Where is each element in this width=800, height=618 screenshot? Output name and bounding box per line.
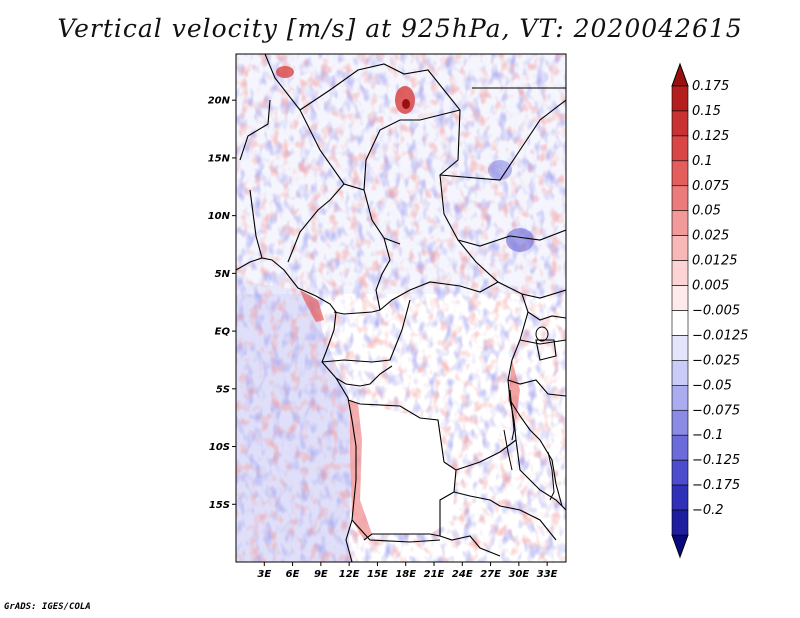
lon-tick-label: 9E xyxy=(314,569,328,580)
colorbar-swatch xyxy=(671,110,689,137)
colorbar-swatch xyxy=(671,360,689,386)
colorbar-label: −0.025 xyxy=(692,353,740,368)
colorbar-label: 0.005 xyxy=(692,279,729,294)
colorbar-swatch xyxy=(671,285,689,311)
chart-title: Vertical velocity [m/s] at 925hPa, VT: 2… xyxy=(57,14,743,43)
colorbar-label: −0.0125 xyxy=(692,328,748,343)
colorbar-label: 0.075 xyxy=(692,179,729,194)
colorbar-over-triangle xyxy=(671,62,689,87)
colorbar-label: −0.125 xyxy=(692,453,740,468)
colorbar-label: −0.2 xyxy=(692,503,724,518)
colorbar-label: −0.075 xyxy=(692,403,740,418)
colorbar-under-triangle xyxy=(671,534,689,559)
colorbar-swatch xyxy=(671,335,689,361)
colorbar-swatch xyxy=(671,85,689,112)
lon-tick-label: 33E xyxy=(537,569,558,580)
vertical-velocity-field xyxy=(236,54,566,562)
lat-tick-label: 15N xyxy=(208,153,231,164)
colorbar-label: 0.1 xyxy=(692,154,713,169)
lat-tick-label: 10S xyxy=(209,442,230,453)
grads-credit: GrADS: IGES/COLA xyxy=(4,602,91,612)
longitude-axis: 3E 6E 9E 12E 15E 18E 21E 24E 27E 30E 33E xyxy=(257,562,558,580)
lat-tick-label: 10N xyxy=(208,211,231,222)
colorbar: 0.175 0.15 0.125 0.1 0.075 0.05 0.025 0.0125 0.0… xyxy=(671,62,748,559)
lon-tick-label: 24E xyxy=(452,569,473,580)
colorbar-label: −0.05 xyxy=(692,378,732,393)
lat-tick-label: 5S xyxy=(216,384,230,395)
country-borders xyxy=(236,54,566,562)
colorbar-label: 0.0125 xyxy=(692,254,738,269)
lakes xyxy=(503,326,555,501)
colorbar-swatch xyxy=(671,235,689,261)
lon-tick-label: 6E xyxy=(286,569,300,580)
lon-tick-label: 18E xyxy=(395,569,416,580)
lon-tick-label: 21E xyxy=(424,569,445,580)
colorbar-swatch xyxy=(671,185,689,212)
colorbar-swatch xyxy=(671,310,689,336)
lat-tick-label: 15S xyxy=(209,500,230,511)
colorbar-swatch xyxy=(671,135,689,162)
colorbar-swatch xyxy=(671,509,689,536)
lat-tick-label: EQ xyxy=(215,327,231,338)
lon-tick-label: 30E xyxy=(508,569,529,580)
colorbar-swatch xyxy=(671,484,689,511)
colorbar-swatch xyxy=(671,459,689,486)
colorbar-label: 0.05 xyxy=(692,204,721,219)
colorbar-label: 0.025 xyxy=(692,229,729,244)
colorbar-label: 0.175 xyxy=(692,79,729,94)
colorbar-label: 0.15 xyxy=(692,104,721,119)
colorbar-swatch xyxy=(671,385,689,411)
colorbar-swatch xyxy=(671,160,689,187)
colorbar-swatch xyxy=(671,434,689,461)
colorbar-label: 0.125 xyxy=(692,129,729,144)
lon-tick-label: 12E xyxy=(339,569,360,580)
colorbar-label: −0.175 xyxy=(692,478,740,493)
lat-tick-label: 5N xyxy=(215,269,231,280)
map-frame xyxy=(235,53,567,563)
colorbar-swatch xyxy=(671,260,689,286)
colorbar-label: −0.1 xyxy=(692,428,724,443)
lon-tick-label: 27E xyxy=(480,569,501,580)
colorbar-label: −0.005 xyxy=(692,304,740,319)
lon-tick-label: 3E xyxy=(257,569,271,580)
lon-tick-label: 15E xyxy=(367,569,388,580)
colorbar-swatch xyxy=(671,210,689,236)
latitude-axis: 20N 15N 10N 5N EQ 5S 10S 15S xyxy=(208,96,236,511)
colorbar-swatch xyxy=(671,409,689,436)
lat-tick-label: 20N xyxy=(208,96,231,107)
